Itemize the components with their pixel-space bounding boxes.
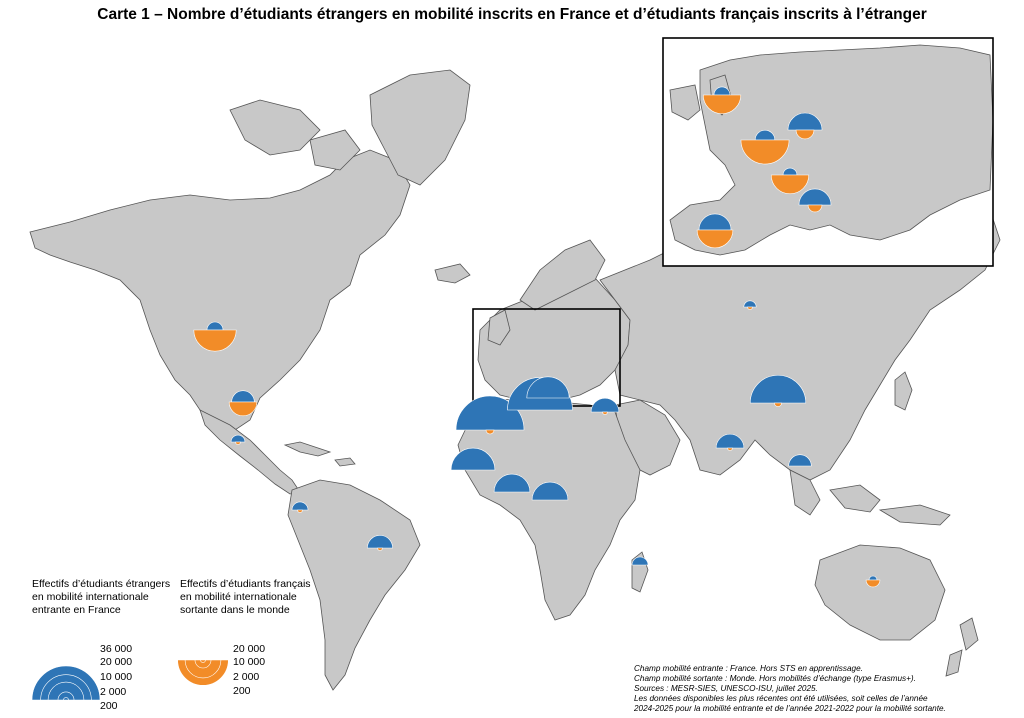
symbol-outgoing-lebanon bbox=[602, 411, 608, 415]
symbol-layer bbox=[193, 86, 881, 588]
legend-outgoing-line-1: Effectifs d’étudiants français bbox=[180, 578, 311, 590]
symbol-outgoing-colombia bbox=[297, 509, 303, 513]
symbol-outgoing-russia bbox=[747, 306, 753, 310]
symbol-outgoing-brazil bbox=[377, 547, 383, 551]
symbol-incoming-cameroon bbox=[531, 481, 569, 501]
legend-incoming-semicircle-4 bbox=[57, 691, 75, 701]
symbol-incoming-united-kingdom bbox=[713, 86, 731, 96]
south-america-land bbox=[287, 479, 421, 691]
legend-incoming-value-1: 36 000 bbox=[100, 643, 133, 655]
symbol-outgoing-belgium bbox=[740, 139, 790, 165]
australia-land bbox=[814, 544, 946, 641]
legend-outgoing-semicircle-2 bbox=[184, 659, 222, 679]
symbol-incoming-madagascar bbox=[631, 556, 649, 566]
legend-incoming-title: Effectifs d’étudiants étrangers en mobil… bbox=[32, 578, 170, 617]
symbol-outgoing-india bbox=[727, 447, 733, 451]
symbol-incoming-italy bbox=[798, 188, 832, 206]
legend-incoming-value-3: 10 000 bbox=[100, 671, 133, 683]
legend-incoming-value-4: 2 000 bbox=[100, 686, 127, 698]
symbol-incoming-china bbox=[749, 374, 807, 404]
symbol-incoming-lebanon bbox=[590, 397, 620, 413]
map-title: Carte 1 – Nombre d’étudiants étrangers e… bbox=[97, 6, 927, 23]
symbol-outgoing-italy bbox=[807, 204, 823, 213]
symbol-incoming-mexico bbox=[230, 434, 246, 443]
note-line-3: Sources : MESR-SIES, UNESCO-ISU, juillet… bbox=[634, 684, 818, 693]
symbol-incoming-india bbox=[715, 433, 745, 449]
symbol-incoming-ivory-coast bbox=[493, 473, 531, 493]
caribbean-land bbox=[283, 441, 356, 467]
symbol-incoming-spain bbox=[698, 213, 732, 231]
symbol-outgoing-switzerland bbox=[770, 174, 810, 194]
symbol-outgoing-united-states bbox=[228, 401, 258, 417]
legend-incoming-value-2: 20 000 bbox=[100, 656, 133, 668]
legend-incoming-line-3: entrante en France bbox=[32, 604, 121, 616]
symbol-outgoing-australia bbox=[865, 579, 881, 588]
legend-outgoing-value-3: 2 000 bbox=[233, 671, 260, 683]
legend-outgoing-semicircle-3 bbox=[194, 659, 212, 669]
africa-land bbox=[457, 397, 641, 621]
legend-incoming-value-5: 200 bbox=[100, 700, 118, 712]
note-line-2: Champ mobilité sortante : Monde. Hors mo… bbox=[634, 674, 916, 683]
greenland-land bbox=[369, 69, 471, 186]
legend-incoming-semicircle-5 bbox=[63, 697, 69, 701]
legend-incoming-line-2: en mobilité internationale bbox=[32, 591, 149, 603]
scandinavia-land bbox=[519, 239, 606, 311]
symbol-outgoing-china bbox=[774, 402, 782, 407]
symbol-incoming-brazil bbox=[367, 535, 393, 549]
legend-outgoing-value-1: 20 000 bbox=[233, 643, 266, 655]
symbol-incoming-germany bbox=[787, 112, 823, 131]
legend-incoming-symbols bbox=[31, 665, 101, 701]
legend-outgoing-value-2: 10 000 bbox=[233, 656, 266, 668]
symbol-incoming-vietnam bbox=[788, 454, 812, 467]
central-america-land bbox=[199, 409, 301, 495]
north-america-land bbox=[29, 149, 411, 431]
symbol-incoming-morocco bbox=[455, 395, 525, 431]
note-line-4: Les données disponibles les plus récente… bbox=[634, 694, 928, 703]
note-line-5: 2024-2025 pour la mobilité entrante et d… bbox=[634, 704, 946, 713]
inset-europe-land bbox=[669, 44, 994, 256]
inset-frame bbox=[662, 37, 994, 267]
symbol-outgoing-morocco bbox=[485, 429, 495, 435]
japan-land bbox=[894, 371, 913, 411]
british-isles-land bbox=[434, 263, 511, 346]
arctic-islands-land bbox=[229, 99, 361, 171]
symbol-incoming-senegal bbox=[450, 447, 496, 471]
symbol-incoming-canada bbox=[206, 321, 224, 331]
symbol-incoming-russia bbox=[743, 300, 757, 308]
note-line-1: Champ mobilité entrante : France. Hors S… bbox=[634, 664, 863, 673]
legend-outgoing-line-3: sortante dans le monde bbox=[180, 604, 290, 616]
source-notes: Champ mobilité entrante : France. Hors S… bbox=[634, 664, 994, 714]
legend-incoming-line-1: Effectifs d’étudiants étrangers bbox=[32, 578, 171, 590]
symbol-outgoing-united-kingdom bbox=[702, 94, 742, 114]
legend-outgoing-symbols bbox=[177, 659, 229, 686]
symbol-outgoing-mexico bbox=[235, 441, 241, 445]
symbol-incoming-colombia bbox=[291, 501, 309, 511]
legend-incoming-semicircle-3 bbox=[47, 681, 85, 701]
symbol-outgoing-spain bbox=[696, 229, 734, 249]
symbol-incoming-tunisia bbox=[526, 376, 570, 399]
legend-outgoing-semicircle-4 bbox=[200, 659, 206, 663]
symbol-incoming-united-states bbox=[231, 390, 255, 403]
legend-outgoing-title: Effectifs d’étudiants français en mobili… bbox=[180, 578, 311, 617]
symbol-incoming-belgium bbox=[754, 129, 776, 141]
symbol-incoming-switzerland bbox=[782, 167, 798, 176]
symbol-outgoing-germany bbox=[795, 129, 815, 140]
symbol-outgoing-canada bbox=[193, 329, 237, 352]
legend-outgoing-value-4: 200 bbox=[233, 685, 251, 697]
legend-outgoing-line-2: en mobilité internationale bbox=[180, 591, 297, 603]
new-zealand-land bbox=[945, 617, 979, 677]
southeast-asia-land bbox=[789, 469, 951, 526]
